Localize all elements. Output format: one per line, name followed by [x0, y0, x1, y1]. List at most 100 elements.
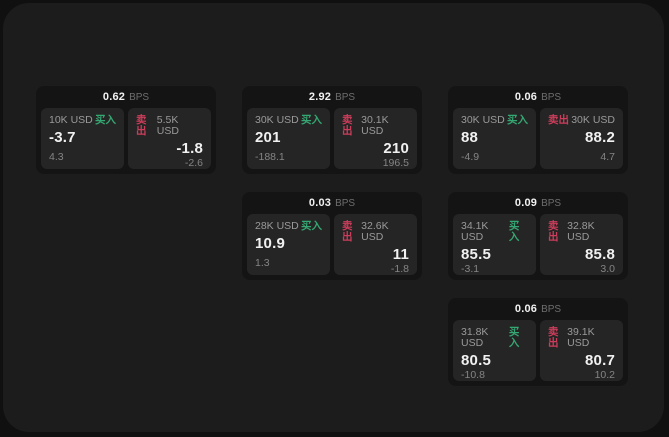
bps-header: 0.09 BPS [448, 192, 628, 214]
buy-amount: 10K USD [49, 114, 93, 126]
sell-amount: 32.8K USD [567, 220, 595, 243]
sell-tile-header: 卖出 32.8K USD [548, 221, 615, 243]
sell-change: 10.2 [594, 369, 615, 381]
buy-label: 买入 [507, 114, 528, 126]
buy-price: 201 [255, 129, 281, 146]
buy-tile-header: 10K USD 买入 [49, 115, 116, 126]
buy-price: 88 [461, 129, 479, 146]
buy-label: 买入 [508, 326, 520, 349]
sell-amount: 30K USD [571, 114, 615, 126]
buy-price: -3.7 [49, 129, 76, 146]
quote-tiles: 28K USD 买入 10.9 1.3 卖出 32.6K USD 11 -1.8 [242, 214, 422, 280]
quote-card: 0.62 BPS 10K USD 买入 -3.7 4.3 卖出 5.5K USD… [36, 86, 216, 174]
buy-price: 80.5 [461, 352, 491, 369]
bps-unit-label: BPS [541, 303, 562, 315]
buy-price: 85.5 [461, 246, 491, 263]
buy-tile-header: 34.1K USD 买入 [461, 221, 528, 243]
buy-change: -10.8 [461, 369, 485, 381]
sell-price: 85.8 [585, 246, 615, 263]
quote-tiles: 10K USD 买入 -3.7 4.3 卖出 5.5K USD -1.8 -2.… [36, 108, 216, 174]
sell-label: 卖出 [548, 220, 559, 243]
quote-tiles: 30K USD 买入 88 -4.9 卖出 30K USD 88.2 4.7 [448, 108, 628, 174]
sell-quote-tile[interactable]: 卖出 30K USD 88.2 4.7 [540, 108, 623, 169]
bps-header: 2.92 BPS [242, 86, 422, 108]
buy-change: -4.9 [461, 151, 480, 163]
buy-label: 买入 [508, 220, 520, 243]
buy-quote-tile[interactable]: 28K USD 买入 10.9 1.3 [247, 214, 330, 275]
bps-unit-label: BPS [129, 91, 150, 103]
buy-label: 买入 [301, 220, 322, 232]
sell-label: 卖出 [136, 114, 147, 137]
bps-unit-label: BPS [335, 91, 356, 103]
buy-tile-header: 30K USD 买入 [255, 115, 322, 126]
sell-quote-tile[interactable]: 卖出 32.8K USD 85.8 3.0 [540, 214, 623, 275]
sell-quote-tile[interactable]: 卖出 39.1K USD 80.7 10.2 [540, 320, 623, 381]
bps-unit-label: BPS [541, 91, 562, 103]
sell-quote-tile[interactable]: 卖出 30.1K USD 210 196.5 [334, 108, 417, 169]
bps-header: 0.62 BPS [36, 86, 216, 108]
bps-value: 0.62 [102, 91, 126, 103]
sell-price: 11 [392, 246, 409, 263]
buy-quote-tile[interactable]: 10K USD 买入 -3.7 4.3 [41, 108, 124, 169]
buy-tile-header: 30K USD 买入 [461, 115, 528, 126]
buy-change: -188.1 [255, 151, 285, 163]
sell-quote-tile[interactable]: 卖出 32.6K USD 11 -1.8 [334, 214, 417, 275]
bps-value: 0.03 [308, 197, 332, 209]
quote-tiles: 34.1K USD 买入 85.5 -3.1 卖出 32.8K USD 85.8… [448, 214, 628, 280]
quote-card: 0.09 BPS 34.1K USD 买入 85.5 -3.1 卖出 32.8K… [448, 192, 628, 280]
bps-value: 2.92 [308, 91, 332, 103]
buy-amount: 30K USD [461, 114, 505, 126]
sell-tile-header: 卖出 30.1K USD [342, 115, 409, 137]
buy-quote-tile[interactable]: 30K USD 买入 88 -4.9 [453, 108, 536, 169]
sell-change: -2.6 [184, 157, 203, 169]
quote-tiles: 31.8K USD 买入 80.5 -10.8 卖出 39.1K USD 80.… [448, 320, 628, 386]
buy-tile-header: 28K USD 买入 [255, 221, 322, 232]
sell-label: 卖出 [342, 114, 353, 137]
sell-change: -1.8 [390, 263, 409, 275]
buy-change: -3.1 [461, 263, 480, 275]
bps-value: 0.06 [514, 303, 538, 315]
bps-value: 0.09 [514, 197, 538, 209]
sell-change: 3.0 [600, 263, 615, 275]
buy-tile-header: 31.8K USD 买入 [461, 327, 528, 349]
quote-card: 2.92 BPS 30K USD 买入 201 -188.1 卖出 30.1K … [242, 86, 422, 174]
sell-price: 80.7 [585, 352, 615, 369]
buy-amount: 28K USD [255, 220, 299, 232]
sell-tile-header: 卖出 32.6K USD [342, 221, 409, 243]
buy-price: 10.9 [255, 235, 285, 252]
app-background-panel: 0.62 BPS 10K USD 买入 -3.7 4.3 卖出 5.5K USD… [3, 3, 664, 432]
bps-header: 0.06 BPS [448, 86, 628, 108]
buy-amount: 31.8K USD [461, 326, 489, 349]
sell-price: -1.8 [176, 140, 203, 157]
buy-label: 买入 [301, 114, 322, 126]
sell-change: 4.7 [600, 151, 615, 163]
bps-unit-label: BPS [335, 197, 356, 209]
sell-amount: 5.5K USD [156, 114, 179, 137]
sell-price: 210 [383, 140, 409, 157]
buy-label: 买入 [95, 114, 116, 126]
sell-label: 卖出 [548, 326, 559, 349]
buy-change: 1.3 [255, 257, 270, 269]
sell-label: 卖出 [548, 114, 569, 126]
sell-amount: 30.1K USD [361, 114, 389, 137]
bps-header: 0.06 BPS [448, 298, 628, 320]
buy-quote-tile[interactable]: 31.8K USD 买入 80.5 -10.8 [453, 320, 536, 381]
buy-change: 4.3 [49, 151, 64, 163]
quote-tiles: 30K USD 买入 201 -188.1 卖出 30.1K USD 210 1… [242, 108, 422, 174]
buy-amount: 34.1K USD [461, 220, 489, 243]
sell-amount: 32.6K USD [361, 220, 389, 243]
sell-change: 196.5 [382, 157, 409, 169]
buy-quote-tile[interactable]: 34.1K USD 买入 85.5 -3.1 [453, 214, 536, 275]
quote-card: 0.06 BPS 30K USD 买入 88 -4.9 卖出 30K USD 8… [448, 86, 628, 174]
sell-amount: 39.1K USD [567, 326, 595, 349]
quote-card: 0.06 BPS 31.8K USD 买入 80.5 -10.8 卖出 39.1… [448, 298, 628, 386]
sell-price: 88.2 [585, 129, 615, 146]
bps-header: 0.03 BPS [242, 192, 422, 214]
buy-amount: 30K USD [255, 114, 299, 126]
bps-value: 0.06 [514, 91, 538, 103]
sell-tile-header: 卖出 5.5K USD [136, 115, 203, 137]
buy-quote-tile[interactable]: 30K USD 买入 201 -188.1 [247, 108, 330, 169]
sell-tile-header: 卖出 30K USD [548, 115, 615, 126]
sell-quote-tile[interactable]: 卖出 5.5K USD -1.8 -2.6 [128, 108, 211, 169]
bps-unit-label: BPS [541, 197, 562, 209]
